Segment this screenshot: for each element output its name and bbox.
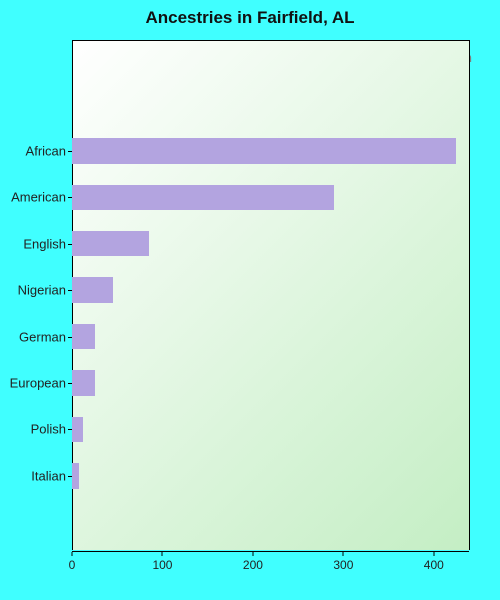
bars-layer <box>72 41 469 550</box>
y-tick <box>68 244 72 245</box>
chart-title: Ancestries in Fairfield, AL <box>0 8 500 28</box>
y-label-english: English <box>23 236 72 251</box>
y-label-nigerian: Nigerian <box>18 283 72 298</box>
y-tick <box>68 197 72 198</box>
y-label-american: American <box>11 190 72 205</box>
y-tick <box>68 429 72 430</box>
bar-european <box>72 370 95 396</box>
x-tick <box>252 552 253 556</box>
bar-american <box>72 185 334 211</box>
bar-german <box>72 324 95 350</box>
x-tick <box>162 552 163 556</box>
y-label-european: European <box>10 375 72 390</box>
x-tick-label: 200 <box>243 558 263 572</box>
x-axis: 0100200300400 <box>72 551 469 552</box>
y-tick <box>68 290 72 291</box>
x-tick-label: 400 <box>424 558 444 572</box>
bar-english <box>72 231 149 257</box>
x-tick <box>343 552 344 556</box>
y-label-polish: Polish <box>31 422 72 437</box>
y-tick <box>68 383 72 384</box>
x-tick-label: 300 <box>333 558 353 572</box>
y-label-italian: Italian <box>31 468 72 483</box>
y-tick <box>68 337 72 338</box>
x-tick <box>433 552 434 556</box>
y-label-german: German <box>19 329 72 344</box>
y-tick <box>68 151 72 152</box>
bar-italian <box>72 463 79 489</box>
bar-african <box>72 138 456 164</box>
y-tick <box>68 476 72 477</box>
plot-area: 0100200300400 AfricanAmericanEnglishNige… <box>72 40 470 550</box>
bar-polish <box>72 417 83 443</box>
bar-nigerian <box>72 277 113 303</box>
x-tick <box>72 552 73 556</box>
y-label-african: African <box>26 143 72 158</box>
x-tick-label: 0 <box>69 558 76 572</box>
x-tick-label: 100 <box>152 558 172 572</box>
